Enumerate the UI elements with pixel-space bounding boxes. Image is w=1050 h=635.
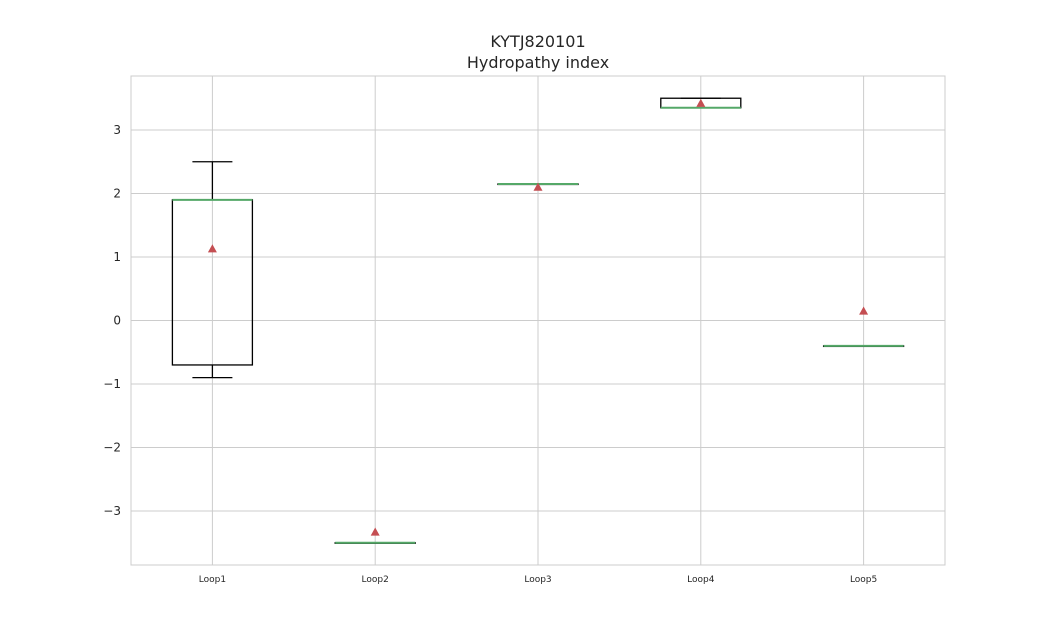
box-loop2 xyxy=(334,527,416,544)
y-tick-labels: −3 −2 −1 0 1 2 3 xyxy=(103,123,121,518)
mean-marker xyxy=(696,98,706,107)
mean-marker xyxy=(859,306,869,315)
y-tick-label: 1 xyxy=(113,250,121,264)
box-loop3 xyxy=(497,182,579,191)
y-tick-label: 0 xyxy=(113,314,121,328)
x-tick-label: Loop5 xyxy=(850,575,877,585)
box-series xyxy=(171,97,905,544)
y-tick-label: 2 xyxy=(113,186,121,200)
grid-lines xyxy=(131,76,945,565)
x-tick-label: Loop1 xyxy=(199,575,226,585)
box-loop1 xyxy=(171,161,254,379)
box-loop4 xyxy=(660,97,742,109)
mean-marker xyxy=(533,182,543,191)
y-tick-label: −3 xyxy=(103,504,121,518)
x-tick-label: Loop2 xyxy=(362,575,389,585)
x-tick-label: Loop4 xyxy=(687,575,715,585)
plot-frame xyxy=(130,75,946,566)
mean-marker xyxy=(370,527,380,536)
y-tick-label: 3 xyxy=(113,123,121,137)
box-loop5 xyxy=(822,306,905,348)
y-tick-label: −1 xyxy=(103,377,121,391)
x-tick-label: Loop3 xyxy=(524,575,551,585)
chart-title-line-1: KYTJ820101 xyxy=(490,32,585,51)
chart-title-line-2: Hydropathy index xyxy=(467,53,609,72)
x-tick-labels: Loop1 Loop2 Loop3 Loop4 Loop5 xyxy=(199,575,878,585)
y-tick-label: −2 xyxy=(103,441,121,455)
mean-marker xyxy=(207,244,217,253)
